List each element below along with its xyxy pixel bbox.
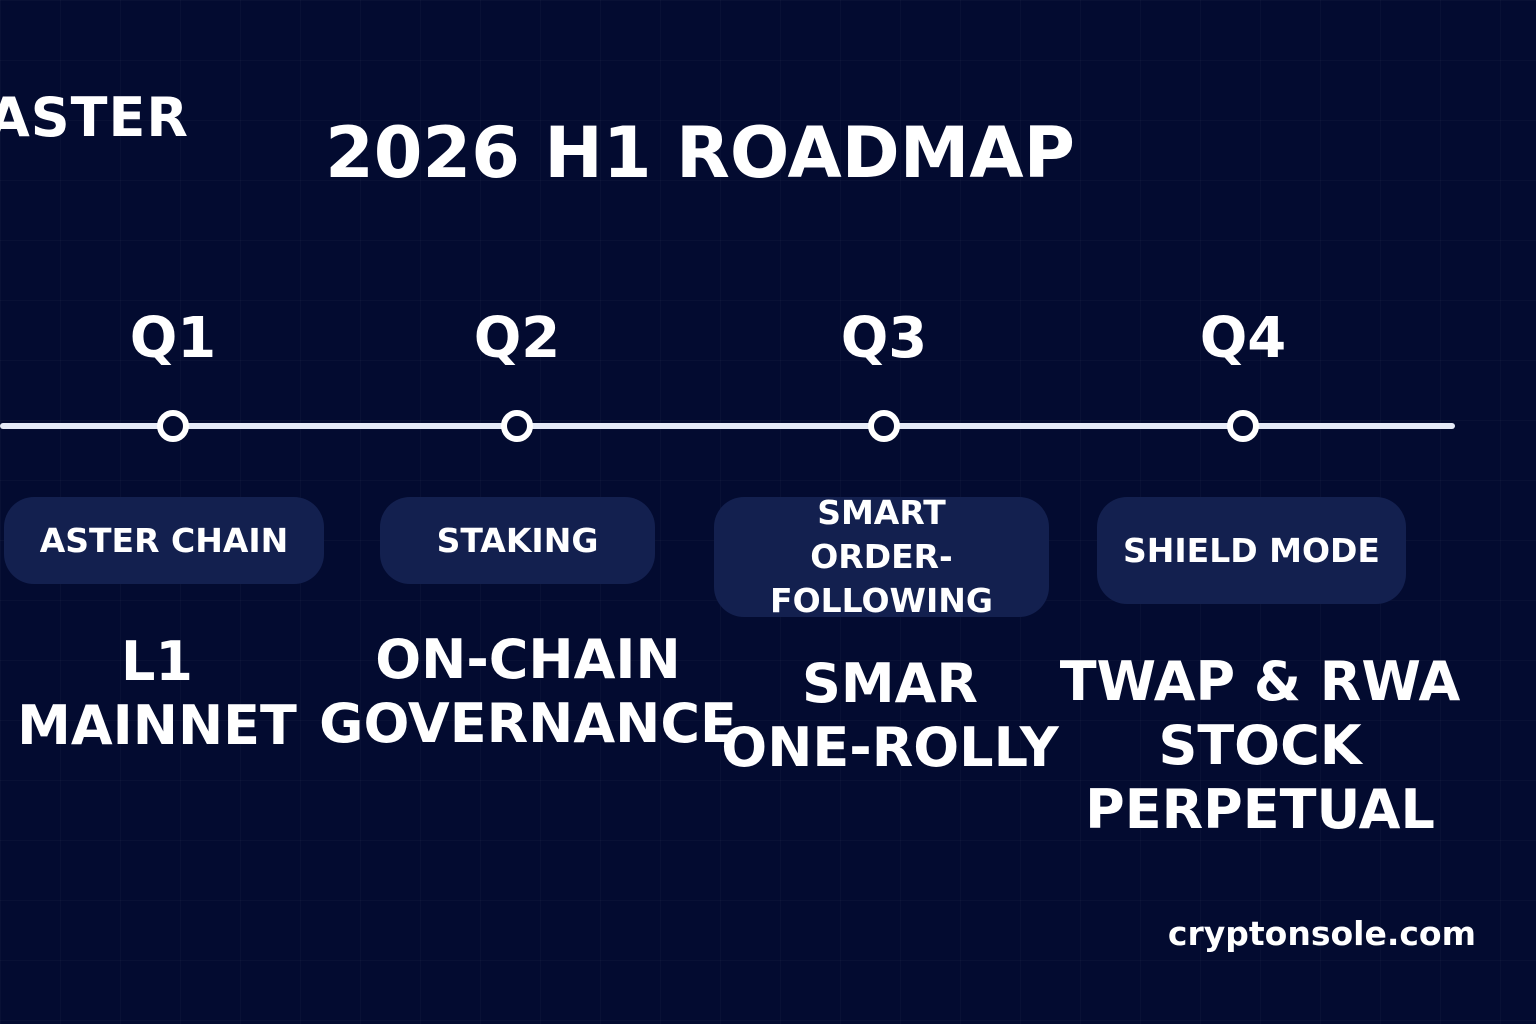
timeline-node-q3 [868, 410, 900, 442]
quarter-label-q2: Q2 [473, 306, 561, 371]
description-line: MAINNET [17, 694, 297, 757]
feature-label-line: SMART [817, 493, 946, 532]
description-line: STOCK [1158, 714, 1362, 777]
feature-label: STAKING [436, 520, 599, 560]
milestone-description-q4: TWAP & RWA STOCK PERPETUAL [1050, 650, 1470, 842]
description-line: GOVERNANCE [319, 692, 737, 755]
footer-watermark: cryptonsole.com [1167, 914, 1476, 953]
page-title: 2026 H1 ROADMAP [325, 112, 1075, 194]
feature-pill-q2: STAKING [380, 497, 655, 584]
description-line: ONE-ROLLY [721, 716, 1059, 779]
feature-pill-q3: SMART ORDER-FOLLOWING [714, 493, 1049, 620]
feature-label: SHIELD MODE [1123, 530, 1380, 570]
description-line: ON-CHAIN [375, 628, 681, 691]
timeline-line [0, 423, 1455, 429]
feature-pill-q1: ASTER CHAIN [4, 497, 324, 584]
milestone-description-q1: L1 MAINNET [0, 630, 367, 758]
description-line: TWAP & RWA [1059, 650, 1461, 713]
timeline-node-q4 [1227, 410, 1259, 442]
quarter-label-q4: Q4 [1199, 306, 1287, 371]
milestone-description-q2: ON-CHAIN GOVERNANCE [318, 628, 738, 756]
milestone-description-q3: SMAR ONE-ROLLY [680, 652, 1100, 780]
description-line: PERPETUAL [1085, 778, 1435, 841]
quarter-label-q3: Q3 [840, 306, 928, 371]
feature-label: ASTER CHAIN [39, 520, 289, 560]
brand-logo-text: ASTER [0, 86, 189, 149]
description-line: L1 [121, 630, 193, 693]
feature-pill-q4: SHIELD MODE [1097, 497, 1406, 604]
timeline-node-q2 [501, 410, 533, 442]
description-line: SMAR [801, 652, 978, 715]
quarter-label-q1: Q1 [129, 306, 217, 371]
timeline-node-q1 [157, 410, 189, 442]
feature-label-line: ORDER-FOLLOWING [770, 537, 993, 620]
